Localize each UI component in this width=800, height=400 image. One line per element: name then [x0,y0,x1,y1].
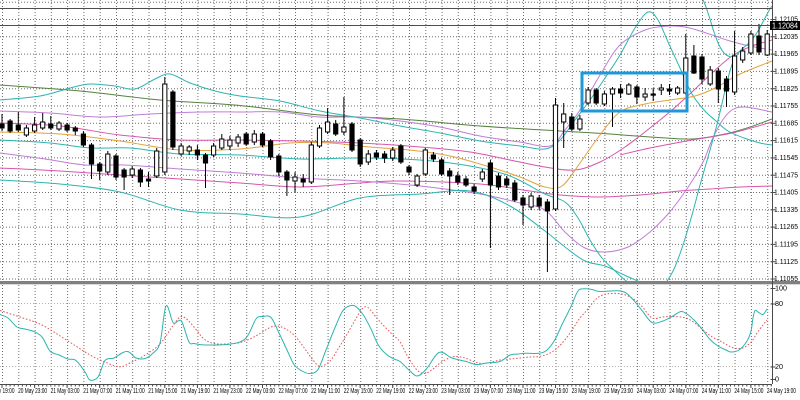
svg-text:23 May 15:00: 23 May 15:00 [539,388,568,395]
svg-text:1.11895: 1.11895 [774,67,798,76]
svg-text:21 May 19:00: 21 May 19:00 [181,388,210,395]
svg-text:23 May 11:00: 23 May 11:00 [507,388,536,395]
svg-text:1.11965: 1.11965 [774,49,798,58]
svg-text:22 May 23:00: 22 May 23:00 [409,388,438,395]
svg-text:20 May 19:00: 20 May 19:00 [0,388,15,395]
svg-text:1.12084: 1.12084 [772,21,798,30]
svg-text:1.11545: 1.11545 [774,153,798,162]
svg-text:23 May 19:00: 23 May 19:00 [572,388,601,395]
svg-text:1.12105: 1.12105 [774,15,798,24]
svg-text:24 May 11:00: 24 May 11:00 [702,388,731,395]
svg-text:1.11055: 1.11055 [774,274,798,283]
svg-text:21 May 23:00: 21 May 23:00 [213,388,242,395]
svg-text:21 May 03:00: 21 May 03:00 [51,388,80,395]
svg-text:1.11195: 1.11195 [774,240,798,249]
svg-text:23 May 07:00: 23 May 07:00 [474,388,503,395]
svg-text:22 May 03:00: 22 May 03:00 [246,388,275,395]
svg-text:24 May 19:00: 24 May 19:00 [767,388,796,395]
svg-text:1.11125: 1.11125 [774,257,798,266]
svg-text:1.11265: 1.11265 [774,222,798,231]
svg-text:1.11825: 1.11825 [774,84,798,93]
svg-text:22 May 15:00: 22 May 15:00 [344,388,373,395]
svg-text:23 May 03:00: 23 May 03:00 [441,388,470,395]
svg-text:21 May 11:00: 21 May 11:00 [116,388,145,395]
svg-text:22 May 11:00: 22 May 11:00 [311,388,340,395]
svg-text:21 May 15:00: 21 May 15:00 [148,388,177,395]
svg-text:24 May 03:00: 24 May 03:00 [637,388,666,395]
svg-text:22 May 07:00: 22 May 07:00 [279,388,308,395]
svg-text:20: 20 [775,364,783,371]
svg-text:0: 0 [775,377,779,384]
svg-text:1.12035: 1.12035 [774,32,798,41]
svg-text:1.11615: 1.11615 [774,136,798,145]
svg-text:100: 100 [775,286,787,293]
svg-text:23 May 23:00: 23 May 23:00 [604,388,633,395]
svg-text:1.11335: 1.11335 [774,205,798,214]
svg-text:24 May 15:00: 24 May 15:00 [734,388,763,395]
svg-text:21 May 07:00: 21 May 07:00 [83,388,112,395]
svg-text:22 May 19:00: 22 May 19:00 [376,388,405,395]
svg-text:20 May 23:00: 20 May 23:00 [18,388,47,395]
svg-text:1.11475: 1.11475 [774,170,798,179]
svg-text:1.11405: 1.11405 [774,188,798,197]
svg-text:80: 80 [775,301,783,308]
svg-text:1.11755: 1.11755 [774,101,798,110]
svg-text:1.11685: 1.11685 [774,118,798,127]
svg-text:24 May 07:00: 24 May 07:00 [669,388,698,395]
